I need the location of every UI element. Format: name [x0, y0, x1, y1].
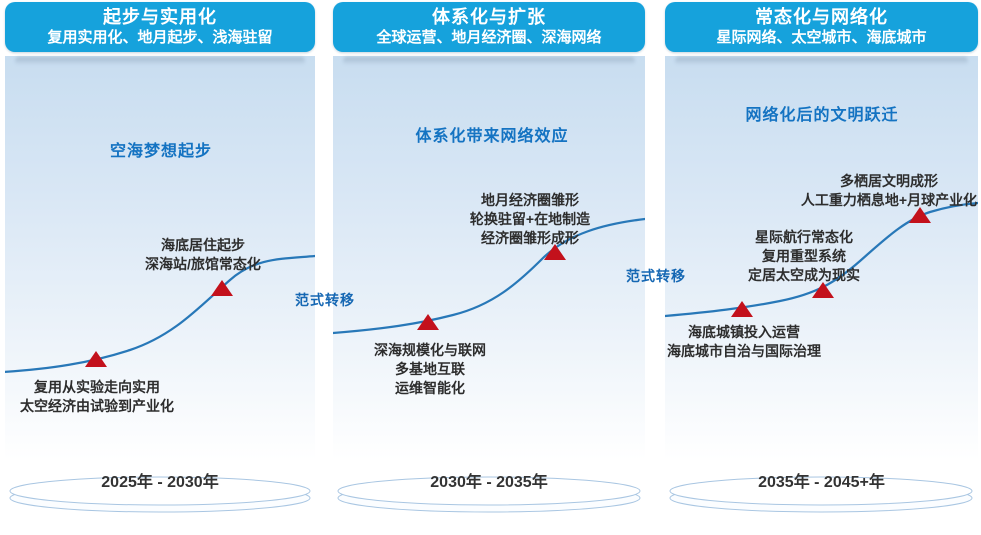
- stage-3-footer: 2035年 - 2045+年: [665, 460, 978, 535]
- stage-1-curve-chart: [5, 254, 315, 373]
- milestone-marker-triangle: [812, 282, 834, 298]
- stage-2-subtitle: 全球运营、地月经济圈、深海网络: [376, 29, 602, 46]
- stage-1-header: 起步与实用化 复用实用化、地月起步、浅海驻留: [5, 2, 315, 52]
- milestone-label: 复用从实验走向实用 太空经济由试验到产业化: [0, 378, 207, 416]
- stage-1-footer: 2025年 - 2030年: [5, 460, 315, 535]
- milestone-line: 人工重力栖息地+月球产业化: [800, 192, 978, 208]
- stage-2-title: 体系化与扩张: [432, 7, 546, 27]
- stage-3-curve-chart: [665, 201, 978, 318]
- milestone-line: 海底城镇投入运营: [688, 324, 800, 340]
- milestone-marker-triangle: [417, 314, 439, 330]
- milestone-line: 海底城市自治与国际治理: [667, 343, 821, 359]
- stage-1-note: 空海梦想起步: [109, 143, 212, 160]
- milestone-line: 星际航行常态化: [755, 229, 853, 245]
- milestone-line: 地月经济圈雏形: [481, 192, 579, 208]
- milestone-line: 复用重型系统: [762, 248, 846, 264]
- milestone-marker-triangle: [85, 351, 107, 367]
- stage-2-body: 体系化带来网络效应 地月经济圈雏形 轮换驻留+在地制造 经济圈雏形成形 深海规模…: [333, 56, 645, 460]
- timeline-disc: [669, 476, 973, 513]
- milestone-line: 深海站/旅馆常态化: [145, 256, 261, 272]
- paradigm-shift-label-2: 范式转移: [626, 268, 686, 284]
- milestone-label: 海底居住起步 深海站/旅馆常态化: [93, 236, 313, 274]
- milestone-marker-triangle: [909, 207, 931, 223]
- milestone-marker-triangle: [731, 301, 753, 317]
- stage-3-body: 网络化后的文明跃迁 多栖居文明成形 人工重力栖息地+月球产业化 星际航行常态化 …: [665, 56, 978, 460]
- milestone-line: 运维智能化: [395, 380, 465, 396]
- milestone-line: 海底居住起步: [161, 237, 245, 253]
- stage-1-subtitle: 复用实用化、地月起步、浅海驻留: [47, 29, 273, 46]
- timeline-disc: [9, 476, 311, 513]
- header-reflection: [343, 57, 635, 65]
- milestone-line: 太空经济由试验到产业化: [20, 398, 174, 414]
- milestone-marker-triangle: [544, 244, 566, 260]
- stage-3-subtitle: 星际网络、太空城市、海底城市: [716, 29, 927, 46]
- stage-3-title: 常态化与网络化: [755, 7, 888, 27]
- stage-1-title: 起步与实用化: [103, 7, 217, 27]
- milestone-line: 复用从实验走向实用: [34, 379, 160, 395]
- milestone-line: 经济圈雏形成形: [481, 230, 579, 246]
- milestone-line: 深海规模化与联网: [374, 342, 486, 358]
- s-curve: [5, 254, 315, 373]
- stage-panel-2: 体系化与扩张 全球运营、地月经济圈、深海网络 体系化带来网络效应 地月经济圈雏形…: [333, 2, 645, 535]
- s-curve: [333, 217, 645, 335]
- milestone-label: 多栖居文明成形 人工重力栖息地+月球产业化: [779, 172, 981, 210]
- milestone-label: 深海规模化与联网 多基地互联 运维智能化: [320, 341, 540, 398]
- stage-3-note: 网络化后的文明跃迁: [745, 107, 899, 124]
- stage-2-curve-chart: [333, 217, 645, 335]
- milestone-label: 海底城镇投入运营 海底城市自治与国际治理: [634, 323, 854, 361]
- stage-2-footer: 2030年 - 2035年: [333, 460, 645, 535]
- milestone-line: 多基地互联: [395, 361, 465, 377]
- milestone-marker-triangle: [211, 280, 233, 296]
- milestone-line: 多栖居文明成形: [840, 173, 938, 189]
- timeline-disc: [337, 476, 641, 513]
- stage-3-timeline: 2035年 - 2045+年: [758, 474, 885, 491]
- stage-1-timeline: 2025年 - 2030年: [101, 474, 219, 491]
- milestone-line: 轮换驻留+在地制造: [469, 211, 591, 227]
- stage-panel-3: 常态化与网络化 星际网络、太空城市、海底城市 网络化后的文明跃迁 多栖居文明成形…: [665, 2, 978, 535]
- stage-2-note: 体系化带来网络效应: [415, 128, 569, 145]
- stage-1-body: 空海梦想起步 海底居住起步 深海站/旅馆常态化 复用从实验走向实用 太空经济由试…: [5, 56, 315, 460]
- header-reflection: [675, 57, 968, 65]
- stage-2-header: 体系化与扩张 全球运营、地月经济圈、深海网络: [333, 2, 645, 52]
- stage-3-header: 常态化与网络化 星际网络、太空城市、海底城市: [665, 2, 978, 52]
- paradigm-shift-label-1: 范式转移: [295, 292, 355, 308]
- stage-panel-1: 起步与实用化 复用实用化、地月起步、浅海驻留 空海梦想起步 海底居住起步 深海站…: [5, 2, 315, 535]
- milestone-label: 地月经济圈雏形 轮换驻留+在地制造 经济圈雏形成形: [420, 191, 640, 248]
- stage-2-timeline: 2030年 - 2035年: [430, 474, 548, 491]
- milestone-label: 星际航行常态化 复用重型系统 定居太空成为现实: [694, 228, 914, 285]
- milestone-line: 定居太空成为现实: [748, 267, 860, 283]
- header-reflection: [15, 57, 305, 65]
